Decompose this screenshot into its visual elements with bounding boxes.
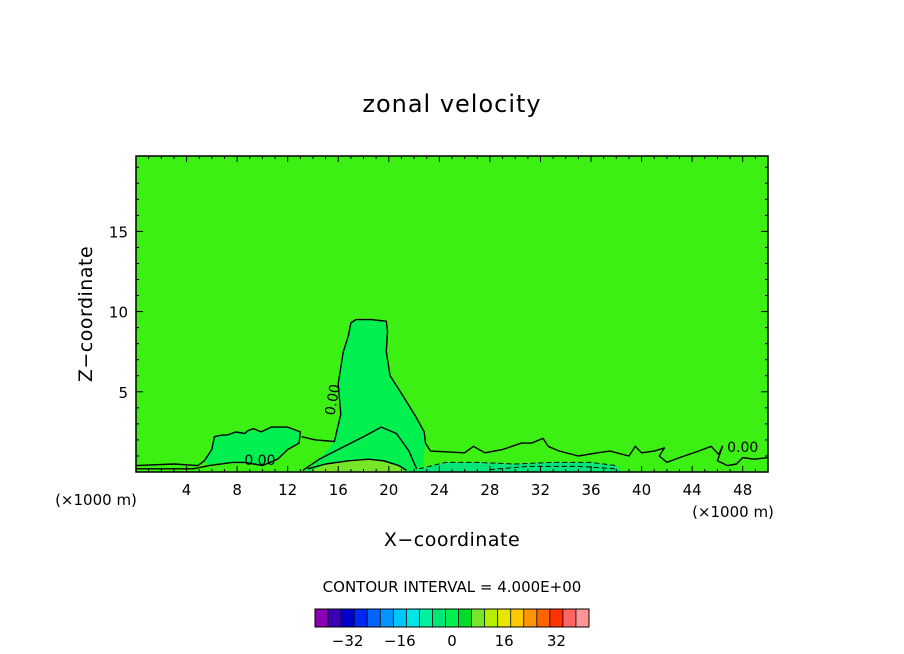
x-tick-label-40: 40 bbox=[632, 481, 651, 499]
colorbar-swatch-12 bbox=[471, 609, 485, 627]
contour-label-1: 0.00 bbox=[244, 453, 275, 469]
contour-line-4 bbox=[418, 461, 617, 470]
colorbar-tick-label-3: 16 bbox=[495, 632, 514, 650]
y-tick-label-15: 15 bbox=[109, 223, 128, 241]
contour-line-0 bbox=[301, 318, 769, 467]
colorbar-swatch-17 bbox=[536, 609, 551, 627]
x-tick-label-28: 28 bbox=[480, 481, 499, 499]
chart-title: zonal velocity bbox=[362, 90, 541, 118]
colorbar-swatch-5 bbox=[380, 609, 394, 627]
colorbar-swatch-9 bbox=[432, 609, 446, 627]
colorbar-frame bbox=[314, 608, 590, 628]
contour-interval-label: CONTOUR INTERVAL = 4.000E+00 bbox=[323, 578, 582, 596]
x-tick-label-44: 44 bbox=[683, 481, 702, 499]
contour-line-1 bbox=[135, 426, 301, 470]
colorbar-swatch-13 bbox=[484, 609, 498, 627]
x-tick-label-8: 8 bbox=[232, 481, 242, 499]
x-tick-label-4: 4 bbox=[182, 481, 192, 499]
colorbar bbox=[314, 608, 590, 628]
colorbar-swatch-16 bbox=[523, 609, 538, 627]
colorbar-swatch-14 bbox=[497, 609, 512, 627]
colorbar-tick-label-1: −16 bbox=[384, 632, 416, 650]
x-unit-label-right: (×1000 m) bbox=[692, 503, 774, 521]
colorbar-swatch-8 bbox=[419, 609, 433, 627]
colorbar-swatch-0 bbox=[315, 609, 329, 627]
colorbar-swatch-7 bbox=[406, 609, 420, 627]
x-tick-label-36: 36 bbox=[581, 481, 600, 499]
x-tick-label-32: 32 bbox=[531, 481, 550, 499]
y-tick-label-5: 5 bbox=[118, 384, 128, 402]
colorbar-tick-label-2: 0 bbox=[447, 632, 457, 650]
colorbar-swatch-4 bbox=[367, 609, 381, 627]
colorbar-swatch-19 bbox=[562, 609, 577, 627]
y-tick-label-10: 10 bbox=[109, 304, 128, 322]
colorbar-swatch-1 bbox=[328, 609, 342, 627]
colorbar-swatch-2 bbox=[341, 609, 355, 627]
colorbar-swatch-6 bbox=[393, 609, 407, 627]
fill-region-1 bbox=[204, 427, 301, 466]
contour-line-5 bbox=[489, 465, 617, 471]
x-tick-label-24: 24 bbox=[430, 481, 449, 499]
contour-line-3 bbox=[307, 458, 407, 471]
colorbar-swatch-18 bbox=[549, 609, 564, 627]
y-axis-ticks: 5 10 15 bbox=[109, 166, 768, 457]
x-axis-ticks: 4 8 12 16 20 24 28 32 36 40 44 48 bbox=[148, 156, 756, 499]
contour-lines bbox=[135, 318, 769, 471]
fill-regions bbox=[204, 319, 622, 472]
colorbar-swatch-20 bbox=[575, 609, 590, 627]
contour-label-0: 0.00 bbox=[323, 383, 344, 416]
x-tick-label-16: 16 bbox=[329, 481, 348, 499]
fill-region-0 bbox=[305, 319, 426, 472]
colorbar-tick-label-0: −32 bbox=[332, 632, 364, 650]
colorbar-swatch-10 bbox=[445, 609, 459, 627]
fill-region-2 bbox=[307, 459, 407, 472]
contour-label-2: 0.00 bbox=[727, 440, 758, 456]
x-tick-label-20: 20 bbox=[379, 481, 398, 499]
x-tick-label-12: 12 bbox=[278, 481, 297, 499]
colorbar-tick-label-4: 32 bbox=[547, 632, 566, 650]
x-tick-label-48: 48 bbox=[733, 481, 752, 499]
colorbar-swatch-3 bbox=[354, 609, 368, 627]
x-axis-label: X−coordinate bbox=[384, 529, 520, 551]
colorbar-swatch-11 bbox=[458, 609, 472, 627]
contour-line-2 bbox=[302, 426, 418, 471]
x-unit-label-left: (×1000 m) bbox=[55, 491, 137, 509]
plot-area bbox=[136, 156, 768, 472]
colorbar-tick-labels: −32 −16 0 16 32 bbox=[332, 632, 566, 650]
colorbar-swatch-15 bbox=[510, 609, 525, 627]
contour-labels: 0.00 0.00 0.00 bbox=[244, 383, 758, 469]
y-axis-label: Z−coordinate bbox=[75, 246, 97, 382]
fill-region-3 bbox=[419, 462, 622, 472]
